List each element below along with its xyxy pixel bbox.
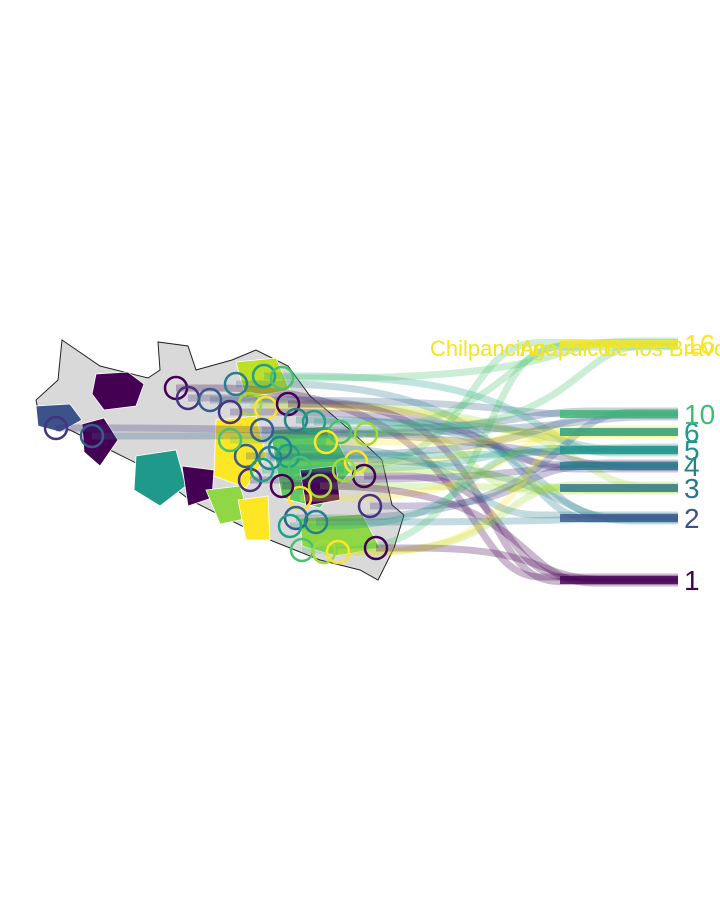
rank-label: 10 <box>684 399 715 430</box>
rank-label: 4 <box>684 451 700 482</box>
flow-line <box>366 430 678 495</box>
flow-line <box>290 448 678 530</box>
flow-line <box>230 408 678 473</box>
municipality-circle <box>217 399 243 425</box>
municipality-circle <box>217 427 243 453</box>
flow-line <box>266 404 678 436</box>
municipality-purple-north <box>91 371 145 411</box>
municipality-circle <box>79 423 105 449</box>
flow-line <box>188 394 678 468</box>
municipality-circle <box>325 539 351 565</box>
rank-label: 2 <box>684 503 700 534</box>
city-label: Chilpancingo <box>430 336 557 361</box>
flow-line <box>356 425 678 466</box>
municipality-circle <box>251 363 277 389</box>
municipality-circle <box>307 473 333 499</box>
municipality-circle <box>287 455 313 481</box>
city-label: de los Bravo <box>604 336 720 361</box>
municipality-circle <box>363 535 389 561</box>
rank-label: 5 <box>684 435 700 466</box>
flow-line <box>210 396 678 418</box>
rank-label: 6 <box>684 417 700 448</box>
flow-line <box>320 482 678 492</box>
municipality-circle <box>313 429 339 455</box>
rank-label: 16 <box>684 329 715 360</box>
flow-line <box>250 400 678 490</box>
flow-line <box>300 430 678 502</box>
municipality-yellow-south <box>237 495 271 541</box>
flow-line <box>262 445 678 474</box>
municipality-circle <box>275 391 301 417</box>
flow-line <box>296 416 678 520</box>
municipality-circle <box>223 371 249 397</box>
municipality-circle <box>331 457 357 483</box>
municipality-markers <box>43 363 389 565</box>
rank-label: 3 <box>684 473 700 504</box>
municipality-teal-south <box>133 449 187 507</box>
municipality-circle <box>197 387 223 413</box>
city-label: Acapulco <box>520 336 611 361</box>
municipality-circle <box>43 415 69 441</box>
flow-line <box>300 339 678 472</box>
municipality-circle <box>249 417 275 443</box>
municipality-circle <box>357 493 383 519</box>
municipality-circle <box>311 539 337 565</box>
flow-line <box>302 343 678 554</box>
municipality-circle <box>269 365 295 391</box>
flow-line <box>230 340 678 444</box>
municipality-circle <box>303 509 329 535</box>
municipality-circle <box>269 473 295 499</box>
municipality-circle <box>283 407 309 433</box>
municipality-circle <box>249 457 275 483</box>
municipality-circle <box>233 443 259 469</box>
municipality-circle <box>353 421 379 447</box>
flow-line <box>288 400 678 585</box>
municipality-circle <box>267 435 293 461</box>
flow-line <box>364 472 678 582</box>
municipality-circle <box>301 409 327 435</box>
rank-label: 1 <box>684 565 700 596</box>
municipality-circle <box>277 513 303 539</box>
flow-line <box>324 481 678 556</box>
municipality-circle <box>343 449 369 475</box>
municipality-lightgreen-southeast <box>299 513 381 557</box>
flow-line <box>280 444 678 519</box>
